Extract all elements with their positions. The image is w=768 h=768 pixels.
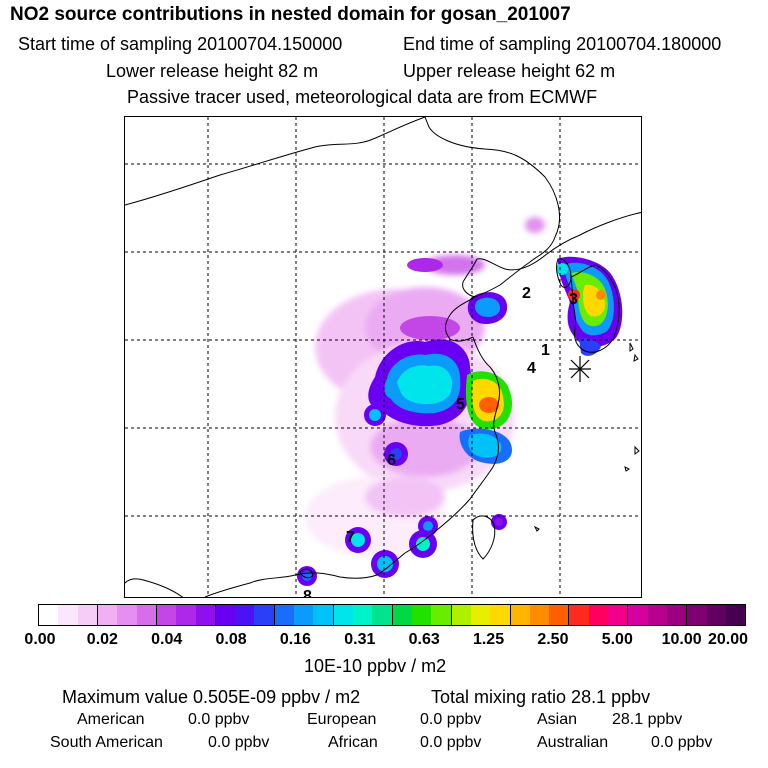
region-value-european: 0.0 ppbv — [420, 711, 482, 728]
color-swatch — [569, 605, 589, 625]
region-value-asian: 28.1 ppbv — [612, 711, 683, 728]
unit-label: 10E-10 ppbv / m2 — [304, 656, 447, 676]
color-swatch — [588, 605, 609, 625]
map-canvas — [125, 117, 641, 597]
region-value-south-american: 0.0 ppbv — [208, 734, 270, 751]
color-scale-tick: 0.63 — [408, 631, 440, 648]
start-time-label: Start time of sampling 20100704.150000 — [18, 34, 343, 54]
color-scale-tick: 0.00 — [24, 631, 56, 648]
color-swatch — [195, 605, 216, 625]
color-swatch — [117, 605, 137, 625]
lat-lon-grid — [125, 117, 641, 597]
color-scale-bar — [38, 604, 746, 626]
color-swatch — [510, 605, 530, 625]
region-value-african: 0.0 ppbv — [420, 734, 482, 751]
region-name-south-american: South American — [50, 734, 163, 751]
total-mixing-label: Total mixing ratio 28.1 ppbv — [431, 687, 651, 707]
color-swatch — [333, 605, 353, 625]
upper-release-label: Upper release height 62 m — [403, 61, 616, 81]
color-swatch — [431, 605, 452, 625]
color-swatch — [77, 605, 98, 625]
end-time-label: End time of sampling 20100704.180000 — [403, 34, 722, 54]
tracer-note: Passive tracer used, meteorological data… — [127, 87, 598, 107]
color-swatch — [470, 605, 491, 625]
color-swatch — [392, 605, 412, 625]
color-swatch — [215, 605, 236, 625]
color-swatch — [313, 605, 334, 625]
color-swatch — [254, 605, 275, 625]
color-scale-tick: 0.04 — [151, 631, 183, 648]
color-scale-tick: 1.25 — [472, 631, 505, 648]
color-scale-tick: 0.08 — [215, 631, 247, 648]
region-value-australian: 0.0 ppbv — [651, 734, 713, 751]
map-panel: 1 2 3 4 5 6 7 8 — [124, 116, 642, 598]
color-swatch — [687, 605, 707, 625]
receptor-star-icon — [569, 356, 591, 382]
color-swatch — [274, 605, 295, 625]
color-scale-tick: 2.50 — [537, 631, 569, 648]
color-swatch — [39, 605, 59, 625]
site-label-7: 7 — [346, 529, 355, 546]
color-swatch — [608, 605, 629, 625]
site-label-3: 3 — [569, 291, 578, 308]
region-value-american: 0.0 ppbv — [188, 711, 250, 728]
color-swatch — [667, 605, 688, 625]
site-label-5: 5 — [456, 396, 465, 413]
region-name-australian: Australian — [537, 734, 609, 751]
color-swatch — [628, 605, 648, 625]
site-label-4: 4 — [527, 360, 536, 377]
color-swatch — [647, 605, 667, 625]
region-name-european: European — [307, 711, 377, 728]
color-scale-tick: 5.00 — [601, 631, 633, 648]
max-value-label: Maximum value 0.505E-09 ppbv / m2 — [62, 687, 361, 707]
color-swatch — [725, 605, 746, 625]
region-name-american: American — [77, 711, 145, 728]
color-swatch — [235, 605, 255, 625]
color-scale-tick: 20.00 — [707, 631, 749, 648]
color-swatch — [58, 605, 78, 625]
region-name-african: African — [328, 734, 378, 751]
color-swatch — [549, 605, 570, 625]
color-swatch — [490, 605, 511, 625]
color-swatch — [176, 605, 196, 625]
concentration-field — [297, 217, 623, 586]
color-swatch — [353, 605, 373, 625]
color-swatch — [156, 605, 177, 625]
color-swatch — [529, 605, 550, 625]
color-scale-tick: 10.00 — [661, 631, 702, 648]
site-label-1: 1 — [541, 342, 550, 359]
color-scale-tick: 0.02 — [86, 631, 118, 648]
color-scale-tick: 0.31 — [344, 631, 376, 648]
lower-release-label: Lower release height 82 m — [106, 61, 319, 81]
site-label-8: 8 — [303, 588, 312, 598]
color-swatch — [706, 605, 726, 625]
coastlines — [125, 117, 641, 597]
color-swatch — [136, 605, 157, 625]
color-swatch — [411, 605, 432, 625]
region-name-asian: Asian — [537, 711, 578, 728]
site-label-6: 6 — [387, 452, 396, 469]
color-swatch — [451, 605, 471, 625]
site-label-2: 2 — [522, 285, 531, 302]
color-swatch — [97, 605, 118, 625]
plot-title: NO2 source contributions in nested domai… — [10, 4, 571, 25]
color-swatch — [294, 605, 314, 625]
color-scale-tick: 0.16 — [279, 631, 312, 648]
color-swatch — [372, 605, 393, 625]
